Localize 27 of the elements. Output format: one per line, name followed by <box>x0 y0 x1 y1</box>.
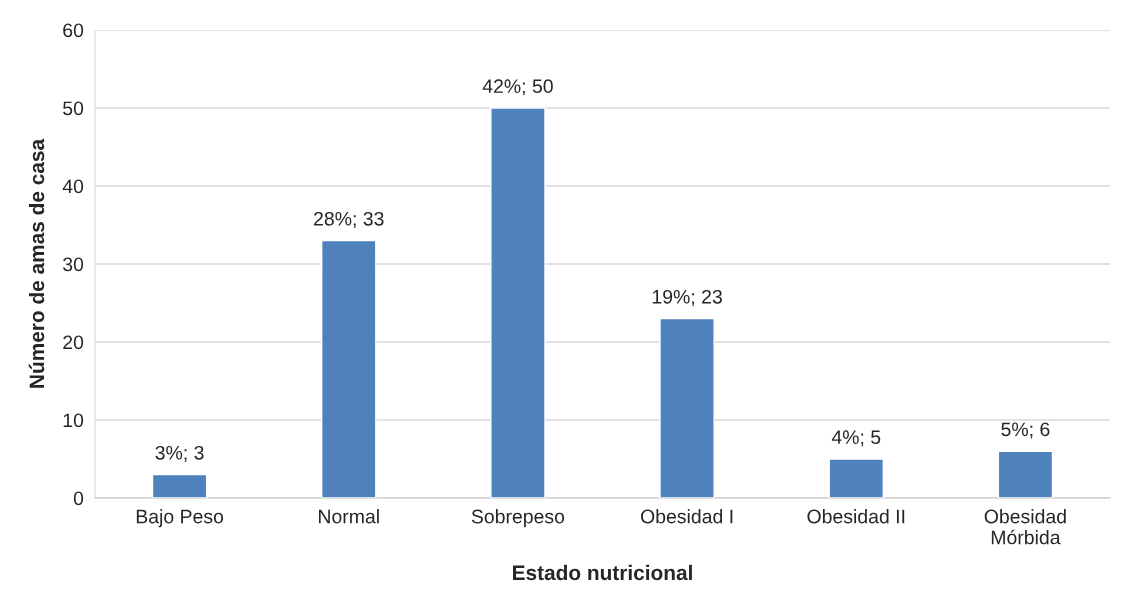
data-label: 5%; 6 <box>1001 422 1050 439</box>
x-tick-label: Obesidad Mórbida <box>984 509 1066 545</box>
bar <box>997 450 1054 498</box>
data-label: 3%; 3 <box>155 445 204 462</box>
bar <box>659 317 715 498</box>
y-tick-label: 50 <box>63 101 84 116</box>
y-tick-label: 60 <box>63 23 84 38</box>
bar <box>151 473 208 498</box>
data-label: 42%; 50 <box>482 79 553 96</box>
y-tick-label: 0 <box>73 491 84 506</box>
x-tick-label: Obesidad II <box>807 509 905 524</box>
bar <box>320 239 377 498</box>
x-tick-label: Bajo Peso <box>136 509 224 528</box>
y-axis-title: Número de amas de casa <box>28 138 45 388</box>
y-tick-label: 20 <box>63 335 84 350</box>
x-tick-label: Obesidad I <box>640 509 733 524</box>
data-label: 19%; 23 <box>652 289 722 306</box>
x-tick-label: Normal <box>319 509 379 524</box>
x-axis-title: Estado nutricional <box>513 564 692 581</box>
bar <box>490 107 546 498</box>
data-label: 28%; 33 <box>314 211 384 228</box>
data-label: 4%; 5 <box>831 430 881 447</box>
y-tick-label: 30 <box>63 257 84 272</box>
y-tick-label: 40 <box>62 179 84 194</box>
x-tick-label: Sobrepeso <box>471 509 565 528</box>
y-tick-label: 10 <box>63 413 84 428</box>
bar <box>828 458 885 498</box>
